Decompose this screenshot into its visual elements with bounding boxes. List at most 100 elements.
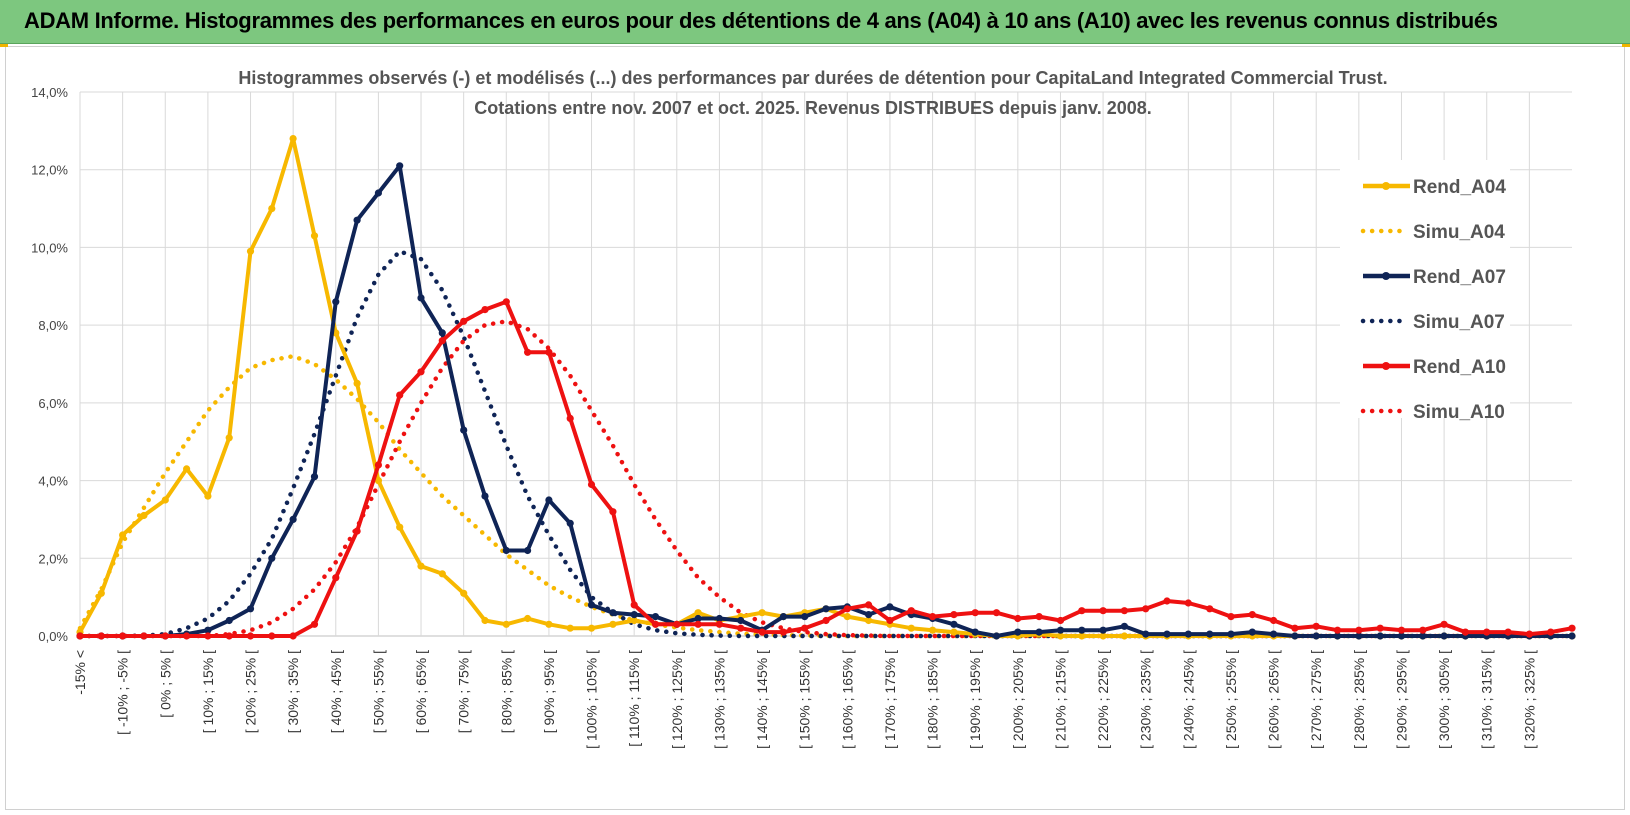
- data-point: [1014, 628, 1022, 636]
- legend-item-Simu_A04: Simu_A04: [1360, 222, 1505, 243]
- data-point: [1440, 632, 1448, 640]
- data-point: [417, 294, 425, 302]
- data-point: [566, 414, 574, 422]
- data-point: [865, 611, 873, 619]
- x-tick-label: [ 40% ; 45% [: [328, 650, 344, 733]
- data-point: [310, 620, 319, 628]
- data-point: [1142, 605, 1150, 613]
- data-point: [822, 616, 830, 625]
- data-point: [76, 632, 84, 640]
- data-point: [1397, 632, 1406, 640]
- y-tick-label: 8,0%: [38, 318, 68, 333]
- x-tick-label: [ 140% ; 145% [: [754, 650, 770, 749]
- legend-label: Simu_A10: [1413, 402, 1505, 423]
- data-point: [1270, 630, 1278, 638]
- data-point: [992, 609, 1001, 617]
- y-tick-label: 0,0%: [38, 629, 68, 644]
- data-point: [1504, 628, 1512, 636]
- data-point: [566, 624, 574, 632]
- data-point: [801, 624, 809, 632]
- data-point: [374, 189, 382, 197]
- data-point: [1056, 632, 1065, 640]
- data-point: [438, 570, 446, 578]
- chart-title-line2: Cotations entre nov. 2007 et oct. 2025. …: [474, 98, 1152, 118]
- data-point: [886, 616, 894, 625]
- legend: Rend_A04 Simu_A04 Rend_A07 Simu_A07 Rend_A10…: [1340, 160, 1510, 423]
- data-point: [587, 624, 596, 632]
- data-point: [1056, 616, 1065, 625]
- data-point: [886, 603, 894, 611]
- data-point: [502, 546, 510, 555]
- data-point: [1291, 632, 1299, 640]
- data-point: [289, 632, 297, 640]
- data-point: [1376, 632, 1384, 640]
- x-tick-label: [ 320% ; 325% [: [1521, 650, 1537, 749]
- y-tick-label: 6,0%: [38, 396, 68, 411]
- data-point: [971, 609, 979, 617]
- data-point: [545, 496, 553, 504]
- data-point: [1078, 626, 1086, 634]
- data-point: [246, 247, 255, 255]
- data-point: [396, 162, 404, 170]
- chart-titles: Histogrammes observés (-) et modélisés (…: [238, 68, 1387, 118]
- data-point: [268, 554, 276, 562]
- data-point: [630, 601, 638, 609]
- y-tick-label: 14,0%: [31, 85, 68, 100]
- data-point: [1206, 605, 1214, 613]
- legend-marker: [1382, 362, 1390, 370]
- legend-label: Rend_A04: [1413, 177, 1506, 198]
- data-point: [1099, 626, 1107, 634]
- data-point: [460, 317, 468, 325]
- data-point: [1035, 628, 1043, 636]
- x-tick-label: [ 290% ; 295% [: [1393, 650, 1409, 749]
- x-tick-label: [ 190% ; 195% [: [967, 650, 983, 749]
- data-point: [609, 508, 617, 516]
- data-point: [374, 477, 382, 485]
- data-point: [1419, 632, 1427, 640]
- data-point: [1163, 597, 1171, 605]
- data-point: [353, 379, 361, 387]
- data-point: [268, 205, 276, 213]
- corner-mark-right: [1622, 44, 1630, 47]
- data-point: [225, 434, 233, 442]
- data-point: [1056, 626, 1065, 634]
- x-tick-label: [ 30% ; 35% [: [285, 650, 301, 733]
- data-point: [651, 613, 660, 621]
- data-point: [310, 473, 319, 481]
- x-tick-label: [ 230% ; 235% [: [1138, 650, 1154, 749]
- data-point: [183, 465, 191, 473]
- data-point: [481, 492, 489, 500]
- data-point: [1333, 632, 1342, 640]
- data-point: [1099, 607, 1107, 615]
- data-point: [694, 614, 702, 623]
- data-point: [1142, 630, 1150, 638]
- data-point: [1312, 632, 1320, 640]
- legend-item-Simu_A07: Simu_A07: [1360, 312, 1505, 333]
- x-tick-label: [ 310% ; 315% [: [1479, 650, 1495, 749]
- data-point: [1312, 622, 1320, 630]
- data-point: [758, 628, 766, 636]
- x-tick-label: [ 160% ; 165% [: [839, 650, 855, 749]
- data-point: [225, 632, 233, 640]
- data-point: [396, 523, 404, 531]
- header-title: ADAM Informe. Histogrammes des performan…: [24, 8, 1498, 33]
- data-point: [1078, 632, 1086, 640]
- data-point: [1120, 607, 1128, 615]
- data-point: [950, 611, 958, 619]
- series-layer: [76, 135, 1576, 640]
- data-point: [1248, 628, 1256, 636]
- data-point: [1525, 630, 1533, 638]
- data-point: [289, 135, 297, 143]
- data-point: [865, 616, 873, 625]
- data-point: [246, 605, 255, 613]
- data-point: [289, 515, 297, 524]
- data-point: [609, 620, 617, 628]
- data-point: [1035, 613, 1043, 621]
- data-point: [929, 626, 937, 634]
- data-point: [1184, 599, 1192, 607]
- data-point: [246, 632, 255, 640]
- x-tick-label: [ 180% ; 185% [: [925, 650, 941, 749]
- data-point: [204, 492, 212, 500]
- data-point: [992, 632, 1001, 640]
- data-point: [1440, 620, 1448, 628]
